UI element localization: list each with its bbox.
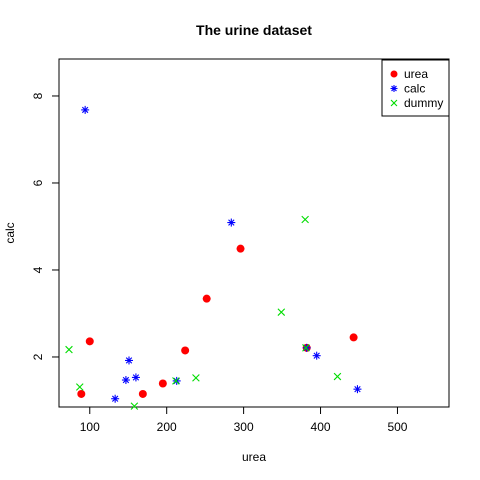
calc-point [125,356,133,364]
marker-shape [86,337,94,345]
urea-point [237,245,245,253]
urea-point [181,346,189,354]
y-tick-label: 8 [31,92,45,99]
marker-shape [139,390,147,398]
y-tick-label: 2 [31,353,45,360]
chart-title: The urine dataset [196,22,312,38]
marker-shape [391,71,398,78]
urea-point [139,390,147,398]
y-tick-label: 6 [31,179,45,186]
urea-point [77,390,85,398]
urea-point [203,295,211,303]
y-tick-label: 4 [31,266,45,273]
legend-marker-urea [391,71,398,78]
x-tick-label: 300 [234,420,254,434]
calc-point [353,385,361,393]
calc-point [111,395,119,403]
marker-shape [237,245,245,253]
urea-point [86,337,94,345]
marker-shape [350,333,358,341]
urea-point [159,380,167,388]
x-tick-label: 100 [80,420,100,434]
calc-point [122,376,130,384]
legend-label-urea: urea [404,67,428,81]
marker-shape [181,346,189,354]
legend-label-calc: calc [404,82,425,96]
marker-shape [203,295,211,303]
x-tick-label: 200 [157,420,177,434]
calc-point [227,219,235,227]
calc-point [313,352,321,360]
x-axis-label: urea [242,450,266,464]
urea-point [350,333,358,341]
y-axis-label: calc [3,222,17,243]
legend-label-dummy: dummy [404,96,443,110]
x-tick-label: 400 [311,420,331,434]
calc-point [132,373,140,381]
marker-shape [77,390,85,398]
x-tick-label: 500 [387,420,407,434]
marker-shape [159,380,167,388]
legend-marker-calc [391,85,398,92]
